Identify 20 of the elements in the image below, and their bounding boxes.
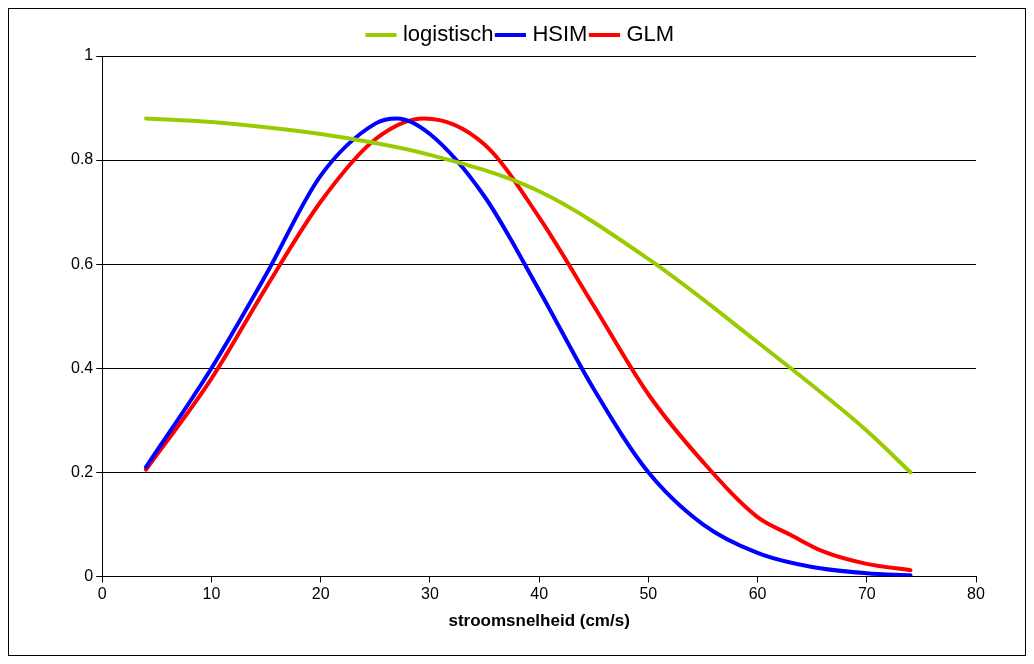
legend-label: logistisch <box>402 21 494 47</box>
y-tick-label: 0 <box>84 566 94 584</box>
y-tick-label: 1 <box>84 46 94 64</box>
x-tick-label: 20 <box>311 585 330 603</box>
y-tick-label: 0.6 <box>70 254 94 272</box>
x-tick-label: 60 <box>748 585 767 603</box>
x-tick-label: 0 <box>97 585 107 603</box>
x-tick-label: 50 <box>639 585 658 603</box>
x-tick-label: 10 <box>202 585 221 603</box>
x-tick-label: 40 <box>530 585 549 603</box>
x-tick-label: 70 <box>857 585 876 603</box>
y-tick-label: 0.8 <box>70 150 94 168</box>
x-tick-label: 30 <box>421 585 439 603</box>
legend-label: HSIM <box>532 21 588 47</box>
x-tick-label: 80 <box>967 585 985 603</box>
line-series <box>143 116 913 475</box>
legend-label: GLM <box>626 21 675 47</box>
y-tick-label: 0.2 <box>70 462 94 480</box>
y-tick-label: 0.4 <box>70 358 94 376</box>
x-axis-title: stroomsnelheid (cm/s) <box>448 611 630 631</box>
